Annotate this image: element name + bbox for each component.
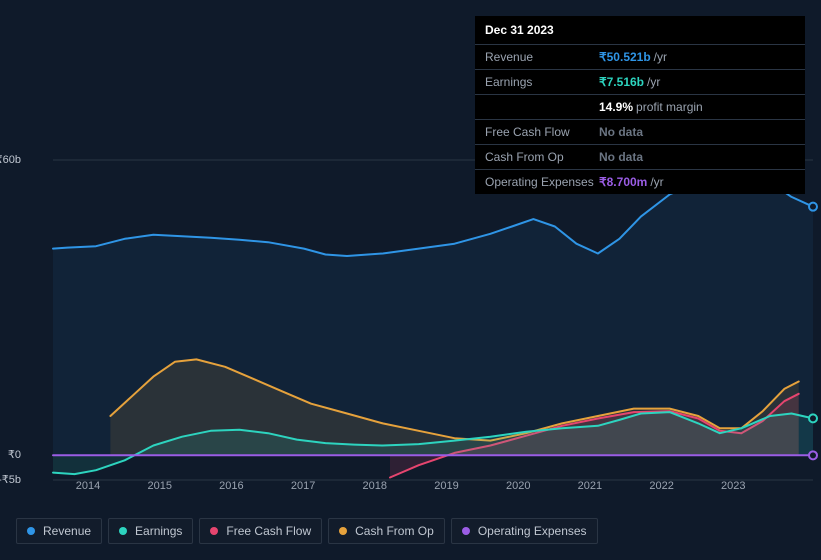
tooltip-row-value: No data xyxy=(599,150,643,164)
tooltip-row-suffix: /yr xyxy=(647,75,660,89)
tooltip-row: Free Cash FlowNo data xyxy=(475,120,805,145)
legend-dot-icon xyxy=(339,527,347,535)
x-axis-labels: 2014 2015 2016 2017 2018 2019 2020 2021 2022 2023 xyxy=(45,480,805,498)
legend-label: Cash From Op xyxy=(355,524,434,538)
tooltip-row: Earnings₹7.516b/yr xyxy=(475,70,805,95)
tooltip-row-suffix: /yr xyxy=(650,175,663,189)
tooltip-row-label: Revenue xyxy=(485,50,599,64)
x-axis-tick-label: 2015 xyxy=(147,480,171,492)
legend-dot-icon xyxy=(210,527,218,535)
x-axis-tick-label: 2018 xyxy=(363,480,387,492)
legend-dot-icon xyxy=(27,527,35,535)
tooltip-row-value: 14.9% xyxy=(599,100,633,114)
legend-dot-icon xyxy=(119,527,127,535)
tooltip-row-label: Earnings xyxy=(485,75,599,89)
x-axis-tick-label: 2020 xyxy=(506,480,530,492)
x-axis-tick-label: 2016 xyxy=(219,480,243,492)
tooltip-row: Revenue₹50.521b/yr xyxy=(475,45,805,70)
financials-chart-container: Dec 31 2023 Revenue₹50.521b/yrEarnings₹7… xyxy=(0,0,821,560)
legend-dot-icon xyxy=(462,527,470,535)
series-end-marker[interactable] xyxy=(809,203,817,211)
tooltip-date: Dec 31 2023 xyxy=(475,16,805,45)
x-axis-tick-label: 2021 xyxy=(578,480,602,492)
tooltip-row-value: ₹7.516b xyxy=(599,75,644,89)
legend-label: Operating Expenses xyxy=(478,524,587,538)
tooltip-row-suffix: profit margin xyxy=(636,100,703,114)
legend-item[interactable]: Cash From Op xyxy=(328,518,445,544)
legend-item[interactable]: Earnings xyxy=(108,518,193,544)
x-axis-tick-label: 2022 xyxy=(649,480,673,492)
chart-plot-area[interactable] xyxy=(0,155,821,500)
tooltip-row: Cash From OpNo data xyxy=(475,145,805,170)
tooltip-row: 14.9%profit margin xyxy=(475,95,805,120)
tooltip-row-label: Operating Expenses xyxy=(485,175,599,189)
tooltip-row-value: ₹8.700m xyxy=(599,175,647,189)
tooltip-row-value: No data xyxy=(599,125,643,139)
legend-label: Earnings xyxy=(135,524,182,538)
legend-label: Revenue xyxy=(43,524,91,538)
legend-item[interactable]: Operating Expenses xyxy=(451,518,598,544)
tooltip-row: Operating Expenses₹8.700m/yr xyxy=(475,170,805,194)
x-axis-tick-label: 2019 xyxy=(434,480,458,492)
legend-item[interactable]: Free Cash Flow xyxy=(199,518,322,544)
tooltip-row-value: ₹50.521b xyxy=(599,50,651,64)
x-axis-tick-label: 2017 xyxy=(291,480,315,492)
tooltip-row-label: Free Cash Flow xyxy=(485,125,599,139)
tooltip-row-suffix: /yr xyxy=(654,50,667,64)
legend-item[interactable]: Revenue xyxy=(16,518,102,544)
tooltip-row-label: Cash From Op xyxy=(485,150,599,164)
x-axis-tick-label: 2023 xyxy=(721,480,745,492)
series-end-marker[interactable] xyxy=(809,451,817,459)
chart-tooltip: Dec 31 2023 Revenue₹50.521b/yrEarnings₹7… xyxy=(475,16,805,194)
series-end-marker[interactable] xyxy=(809,414,817,422)
x-axis-tick-label: 2014 xyxy=(76,480,100,492)
chart-legend: Revenue Earnings Free Cash Flow Cash From O… xyxy=(16,518,598,544)
legend-label: Free Cash Flow xyxy=(226,524,311,538)
